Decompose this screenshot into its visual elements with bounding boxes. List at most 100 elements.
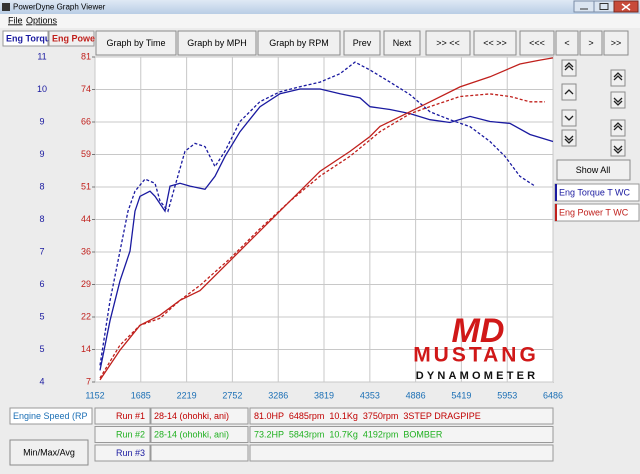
- toolbar-button[interactable]: [383, 30, 421, 56]
- y-tick-label: 5: [39, 311, 44, 321]
- scroll-glyph: [613, 145, 623, 151]
- run-summary: 73.2HP 5843rpm 10.7Kg 4192rpm BOMBER: [254, 429, 443, 439]
- scroll-button[interactable]: [610, 69, 626, 87]
- tab[interactable]: [48, 30, 95, 47]
- x-tick-label: 6486: [543, 390, 563, 400]
- maximize[interactable]: [593, 0, 615, 13]
- stats-button[interactable]: [9, 439, 89, 466]
- minimize[interactable]: [573, 0, 595, 13]
- toolbar-button[interactable]: [555, 30, 579, 56]
- x-tick-label: 1152: [85, 390, 104, 400]
- scroll-glyph: [613, 100, 623, 106]
- toolbar-button-label: >>: [611, 38, 622, 48]
- toolbar-button[interactable]: [343, 30, 381, 56]
- x-channel-box: [9, 407, 93, 425]
- scroll-glyph: [613, 122, 623, 128]
- run-label-box: [94, 444, 151, 462]
- series-line: [99, 57, 554, 381]
- run-file-box: [150, 444, 249, 462]
- y-tick-label: 4: [39, 376, 44, 386]
- toolbar-button-label: Prev: [353, 38, 372, 48]
- run-label: Run #3: [116, 448, 145, 458]
- run-summary-box: [249, 426, 554, 443]
- scroll-button[interactable]: [561, 129, 577, 147]
- y2-tick-label: 81: [81, 51, 91, 61]
- x-tick-label: 2752: [222, 390, 242, 400]
- scroll-glyph: [564, 135, 574, 141]
- run-label: Run #1: [116, 411, 145, 421]
- y2-tick-label: 29: [81, 279, 91, 289]
- x-tick-label: 5953: [497, 390, 517, 400]
- toolbar-button-label: Graph by Time: [106, 38, 165, 48]
- y-tick-label: 11: [37, 51, 46, 61]
- show-all-button[interactable]: [556, 159, 631, 181]
- logo-mark: MD: [452, 312, 505, 350]
- y2-tick-label: 74: [81, 84, 91, 94]
- menu-item[interactable]: Options: [26, 15, 58, 25]
- scroll-button[interactable]: [610, 139, 626, 157]
- y-tick-label: 10: [37, 84, 47, 94]
- app-icon: [2, 3, 10, 11]
- menu-item[interactable]: File: [8, 15, 23, 25]
- x-tick-label: 3819: [314, 390, 334, 400]
- chart: 1152 1685 2219 2752 3286 3819 4353 4886 5419 5953…: [37, 51, 563, 400]
- legend-swatch: [555, 204, 557, 221]
- scroll-button[interactable]: [561, 59, 577, 77]
- run-summary-box: [249, 444, 554, 462]
- toolbar-button[interactable]: [579, 30, 603, 56]
- y2-tick-label: 14: [81, 344, 91, 354]
- scroll-glyph: [564, 115, 574, 121]
- run-summary-box: [249, 407, 554, 425]
- y2-tick-label: 51: [81, 181, 91, 191]
- toolbar-button[interactable]: [177, 30, 257, 56]
- y-tick-label: 9: [39, 116, 44, 126]
- scroll-glyph: [613, 125, 623, 131]
- show-all-label: Show All: [576, 165, 611, 175]
- menu-bar: [0, 14, 640, 28]
- y-tick-label: 5: [39, 344, 44, 354]
- scroll-glyph: [613, 75, 623, 81]
- scroll-button[interactable]: [561, 83, 577, 101]
- close-glyph: [621, 3, 631, 11]
- run-label-box: [94, 407, 151, 425]
- maximize-glyph: [599, 3, 609, 10]
- y2-tick-label: 36: [81, 246, 91, 256]
- run-file: 28-14 (ohohki, ani): [154, 411, 229, 421]
- y-tick-label: 8: [39, 214, 44, 224]
- scroll-glyph: [613, 72, 623, 78]
- scroll-glyph: [613, 97, 623, 103]
- run-file-box: [150, 426, 249, 443]
- scroll-button[interactable]: [561, 109, 577, 127]
- toolbar-button-label: Graph by RPM: [269, 38, 329, 48]
- toolbar-button[interactable]: [95, 30, 177, 56]
- toolbar-button-label: Next: [393, 38, 412, 48]
- scroll-button[interactable]: [610, 119, 626, 137]
- scroll-glyph: [564, 65, 574, 71]
- run-summary: 81.0HP 6485rpm 10.1Kg 3750rpm 3STEP DRAG…: [254, 411, 481, 421]
- toolbar-button-label: Graph by MPH: [187, 38, 247, 48]
- toolbar-button-label: << >>: [483, 38, 507, 48]
- y-tick-label: 6: [39, 279, 44, 289]
- toolbar-button-label: <<<: [529, 38, 545, 48]
- toolbar-button[interactable]: [257, 30, 341, 56]
- run-label-box: [94, 426, 151, 443]
- run-file-box: [150, 407, 249, 425]
- tab[interactable]: [2, 30, 49, 47]
- window-controls[interactable]: [573, 0, 639, 13]
- series-line: [99, 61, 536, 366]
- scroll-button[interactable]: [610, 91, 626, 109]
- y2-tick-label: 44: [81, 214, 91, 224]
- toolbar-button[interactable]: [425, 30, 471, 56]
- toolbar-button[interactable]: [473, 30, 517, 56]
- x-tick-label: 1685: [131, 390, 151, 400]
- toolbar-button[interactable]: [603, 30, 629, 56]
- y2-tick-label: 22: [81, 311, 91, 321]
- toolbar-button[interactable]: [519, 30, 555, 56]
- y-tick-label: 8: [39, 181, 44, 191]
- x-tick-label: 2219: [177, 390, 197, 400]
- title-bar: [0, 0, 640, 14]
- scroll-glyph: [564, 138, 574, 144]
- window-title: PowerDyne Graph Viewer: [13, 3, 106, 12]
- series-line: [99, 93, 545, 379]
